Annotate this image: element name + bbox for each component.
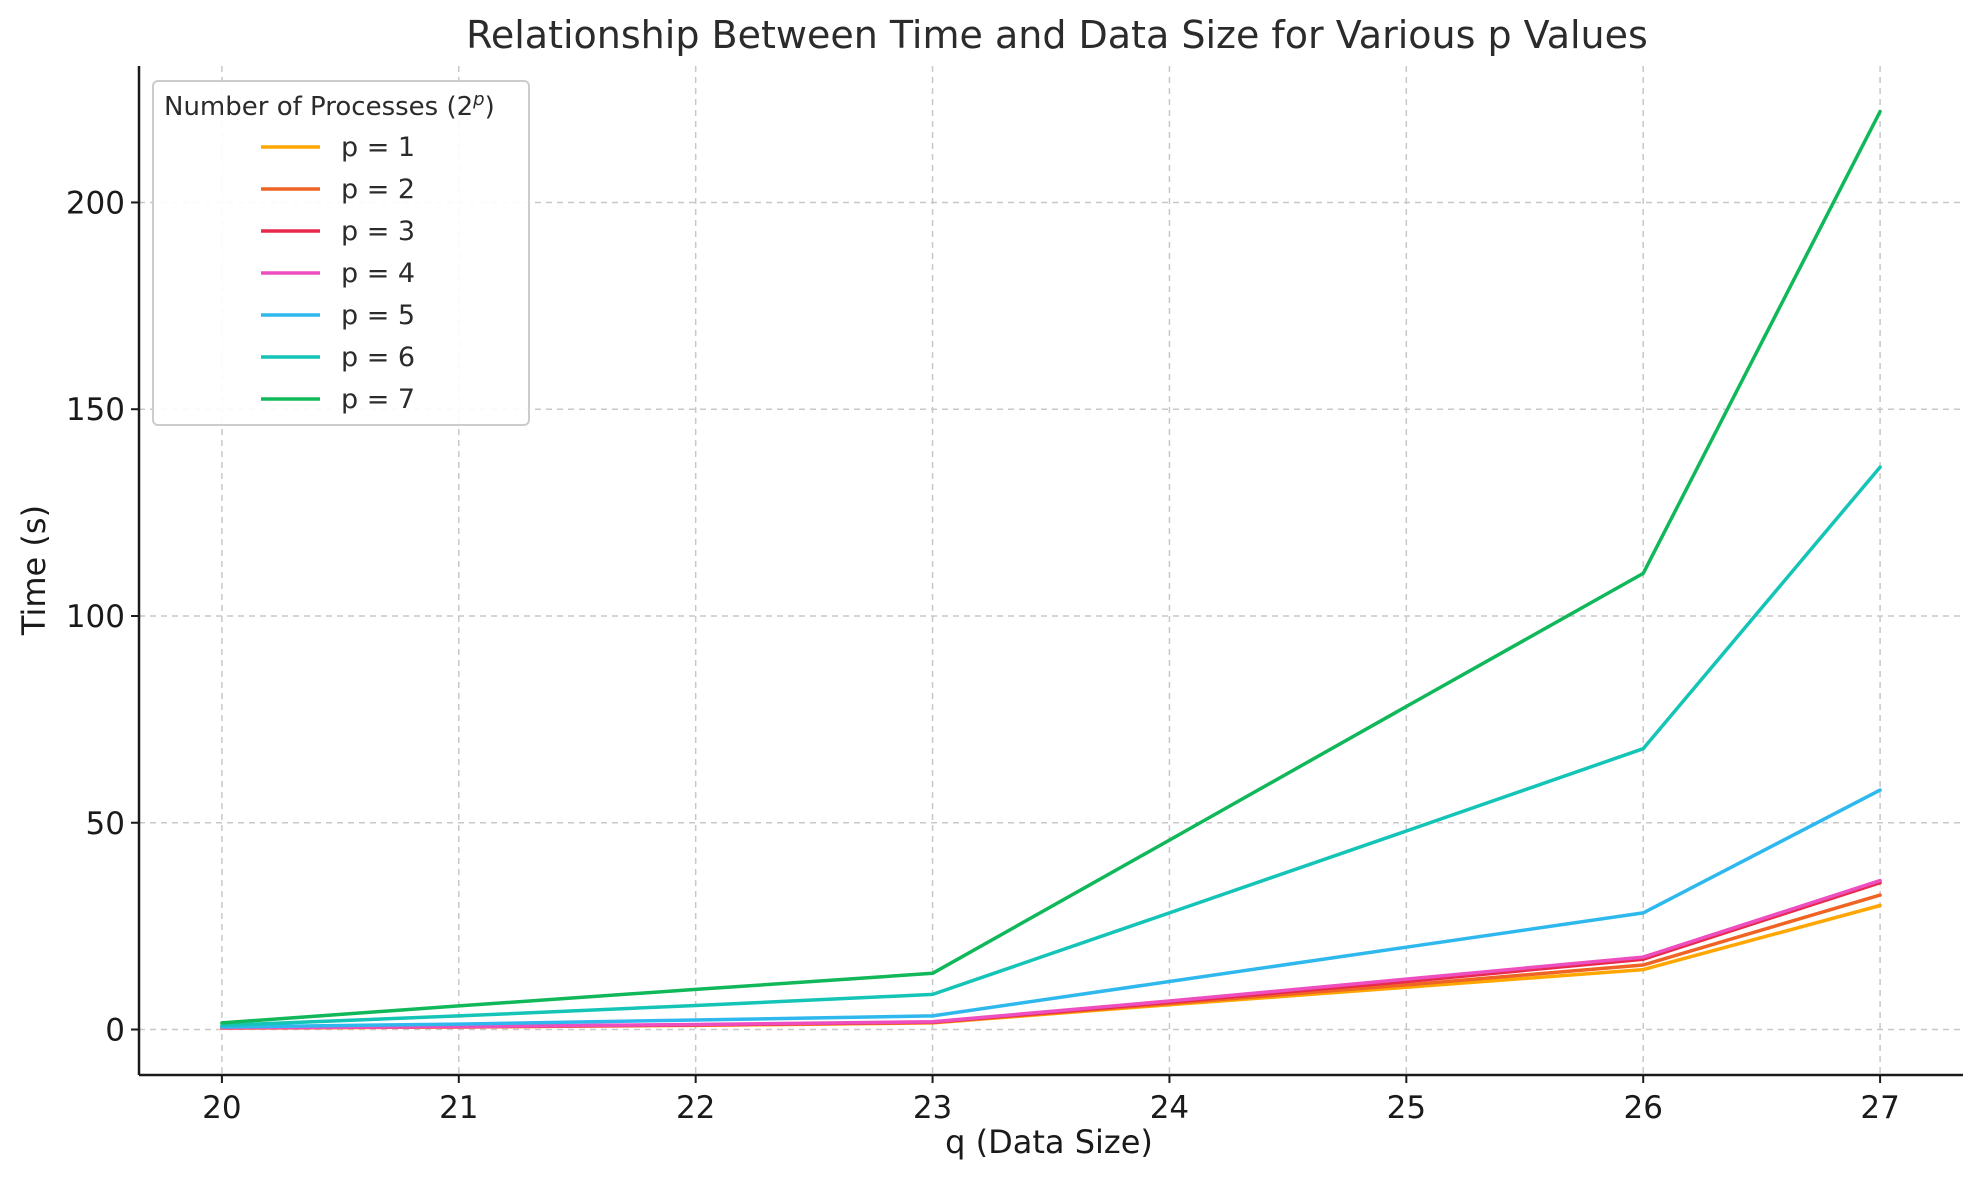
legend-title: Number of Processes (2p)	[164, 89, 495, 122]
legend-label-p6: p = 6	[341, 342, 415, 373]
x-tick-labels: 20 21 22 23 24 25 26 27	[202, 1075, 1900, 1126]
chart-title: Relationship Between Time and Data Size …	[466, 13, 1648, 57]
y-axis-label: Time (s)	[15, 505, 53, 636]
legend-label-p5: p = 5	[341, 300, 415, 331]
series-line-p6	[220, 465, 1882, 1028]
legend-label-p2: p = 2	[341, 174, 415, 205]
y-tick-label: 200	[66, 185, 125, 221]
series-line-p7	[220, 109, 1882, 1025]
y-tick-label: 0	[105, 1013, 125, 1049]
y-tick-label: 100	[66, 599, 125, 635]
x-tick-label: 24	[1150, 1090, 1189, 1126]
y-tick-label: 150	[66, 392, 125, 428]
x-tick-label: 27	[1860, 1090, 1899, 1126]
x-tick-label: 21	[439, 1090, 478, 1126]
x-tick-label: 26	[1623, 1090, 1662, 1126]
legend-box	[152, 80, 530, 426]
x-tick-label: 20	[202, 1090, 241, 1126]
series-line-p5	[220, 788, 1882, 1029]
axes	[137, 66, 1963, 1077]
legend-label-p1: p = 1	[341, 132, 415, 163]
legend-label-p7: p = 7	[341, 384, 415, 415]
legend-label-p3: p = 3	[341, 216, 415, 247]
x-axis-label: q (Data Size)	[945, 1123, 1153, 1161]
legend-items: p = 1 p = 2 p = 3 p = 4 p = 5 p = 6 p = 7	[261, 132, 415, 415]
y-tick-label: 50	[86, 806, 125, 842]
x-tick-label: 23	[913, 1090, 952, 1126]
x-tick-label: 22	[676, 1090, 715, 1126]
x-tick-label: 25	[1387, 1090, 1426, 1126]
legend-label-p4: p = 4	[341, 258, 415, 289]
y-tick-labels: 0 50 100 150 200	[66, 185, 139, 1049]
series-line-p4	[220, 878, 1882, 1030]
series-lines	[220, 109, 1882, 1031]
legend: Number of Processes (2p) p = 1 p = 2 p = 3…	[152, 80, 530, 426]
